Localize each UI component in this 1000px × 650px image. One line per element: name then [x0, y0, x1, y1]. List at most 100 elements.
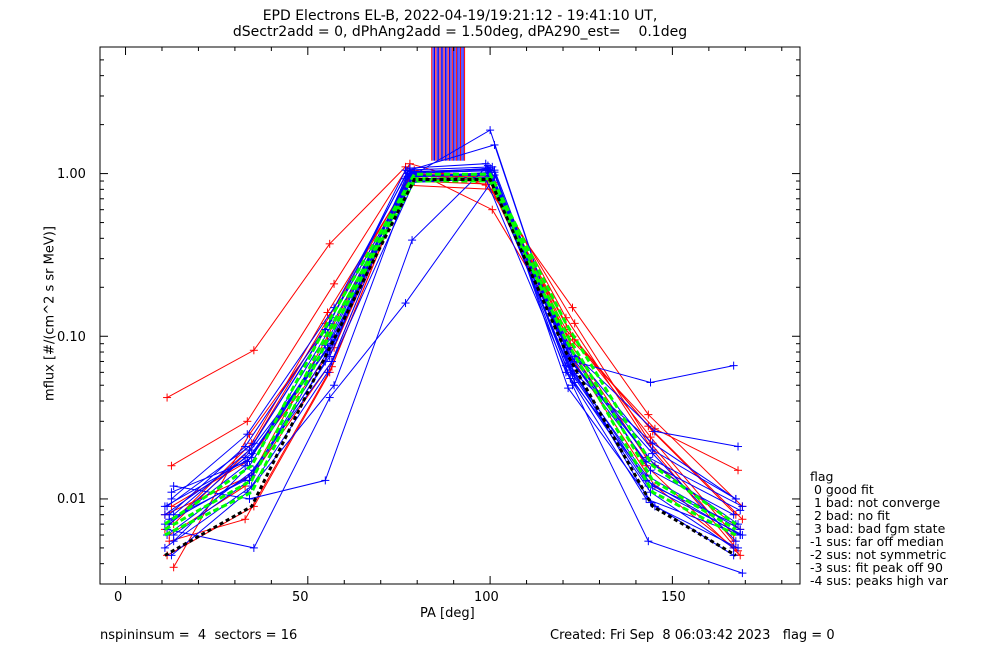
flag-legend: flag 0 good fit 1 bad: not converge 2 ba…	[810, 470, 948, 587]
blue-series-curve-point	[241, 442, 250, 451]
y-tick-label-0.10: 0.10	[57, 330, 86, 345]
blue-series-curve	[166, 180, 739, 549]
red-series-curve-point	[163, 393, 172, 402]
blue-series-curve-point	[160, 543, 169, 552]
footer-left: nspininsum = 4 sectors = 16	[100, 628, 298, 643]
blue-series-curve-point	[731, 494, 740, 503]
chart-title: EPD Electrons EL-B, 2022-04-19/19:21:12 …	[262, 8, 658, 24]
blue-series-curve-point	[321, 476, 330, 485]
blue-series-curve-point	[408, 236, 417, 245]
blue-series-curve	[168, 144, 741, 530]
blue-series-curve-point	[561, 361, 570, 370]
blue-series-curve-point	[325, 352, 334, 361]
blue-series-curve-point	[486, 126, 495, 135]
blue-series-curve-point	[738, 531, 747, 540]
blue-series-curve-point	[327, 357, 336, 366]
blue-series-curve-point	[570, 369, 579, 378]
axis-ticks	[100, 46, 800, 585]
blue-series-curve-point	[325, 393, 334, 402]
x-tick-label-100: 100	[474, 590, 499, 605]
x-axis-label: PA [deg]	[420, 606, 475, 621]
blue-series-curve-point	[736, 525, 745, 534]
blue-series-curve-point	[408, 167, 417, 176]
red-series-curve	[166, 184, 739, 556]
blue-series-curve-point	[401, 299, 410, 308]
red-series-curve	[164, 171, 737, 549]
x-tick-label-0: 0	[114, 590, 123, 605]
red-series-curve-point	[568, 303, 577, 312]
blue-series-curve-point	[734, 442, 743, 451]
blue-series-curve-point	[490, 140, 499, 149]
blue-series-curve	[173, 173, 734, 549]
footer-right: Created: Fri Sep 8 06:03:42 2023 flag = …	[550, 628, 835, 643]
blue-series-curve-point	[564, 384, 573, 393]
blue-series-curve	[171, 178, 743, 574]
red-series-curve-point	[646, 433, 655, 442]
series-curves	[160, 47, 747, 578]
red-series-curve-point	[167, 461, 176, 470]
legend-entry: 1 bad: not converge	[810, 495, 941, 510]
blue-series-curve-point	[169, 537, 178, 546]
blue-series-curve-point	[729, 361, 738, 370]
blue-series-curve-point	[648, 439, 657, 448]
red-series-curve-point	[330, 279, 339, 288]
green-fit-curve	[164, 172, 737, 526]
blue-series-curve-point	[736, 506, 745, 515]
legend-entry: 2 bad: no fit	[810, 508, 890, 523]
blue-series-curve-point	[245, 445, 254, 454]
red-series-curve-point	[241, 515, 250, 524]
legend-entry: -2 sus: not symmetric	[810, 547, 947, 562]
blue-series-curve-point	[646, 378, 655, 387]
blue-series-curve	[164, 170, 737, 507]
blue-series-curve-point	[245, 494, 254, 503]
blue-series-curve-point	[568, 381, 577, 390]
green-fit-curve	[164, 177, 737, 531]
blue-series-curve-point	[330, 381, 339, 390]
plot-frame	[99, 46, 801, 585]
x-tick-label-50: 50	[292, 590, 309, 605]
blue-series-curve-point	[650, 427, 659, 436]
legend-entry: -1 sus: far off median	[810, 534, 944, 549]
blue-series-curve-point	[167, 494, 176, 503]
red-series-curve-point	[243, 417, 252, 426]
blue-series-curve-point	[483, 165, 492, 174]
black-median-curve	[164, 178, 737, 557]
red-series-curve-point	[738, 515, 747, 524]
legend-title: flag	[810, 469, 834, 484]
blue-series-curve-point	[738, 502, 747, 511]
legend-entry: 3 bad: bad fgm state	[810, 521, 946, 536]
red-series-curve-point	[249, 346, 258, 355]
x-tick-label-150: 150	[661, 590, 686, 605]
blue-series-curve-point	[160, 520, 169, 529]
red-series-curve-point	[488, 205, 497, 214]
y-tick-label-0.01: 0.01	[57, 492, 86, 507]
red-series-curve-point	[734, 466, 743, 475]
blue-series-curve-point	[249, 543, 258, 552]
legend-entry: 0 good fit	[810, 482, 874, 497]
blue-series-curve-point	[731, 537, 740, 546]
legend-entry: -4 sus: peaks high var	[810, 573, 949, 588]
blue-series-curve-point	[243, 430, 252, 439]
blue-series-curve-point	[729, 551, 738, 560]
y-axis-label: mflux [#/(cm^2 s sr MeV)]	[42, 226, 58, 401]
green-fit-curve	[164, 179, 737, 537]
blue-series-curve-point	[729, 510, 738, 519]
legend-entry: -3 sus: fit peak off 90	[810, 560, 943, 575]
red-series-curve	[164, 169, 737, 516]
blue-series-curve	[173, 164, 734, 500]
y-tick-label-1.00: 1.00	[57, 167, 86, 182]
blue-series-curve	[171, 163, 743, 507]
chart-subtitle: dSectr2add = 0, dPhAng2add = 1.50deg, dP…	[232, 24, 688, 40]
blue-series-curve-point	[323, 368, 332, 377]
blue-series-curve-point	[729, 543, 738, 552]
blue-series-curve-point	[738, 569, 747, 578]
red-series-curve	[173, 175, 734, 568]
blue-series-curve	[169, 174, 741, 520]
blue-series-curve-point	[169, 482, 178, 491]
red-series-curve-point	[644, 410, 653, 419]
blue-series-curve-point	[644, 537, 653, 546]
red-series-curve-point	[644, 422, 653, 431]
red-series-curve-point	[169, 563, 178, 572]
red-series-curve-point	[325, 239, 334, 248]
